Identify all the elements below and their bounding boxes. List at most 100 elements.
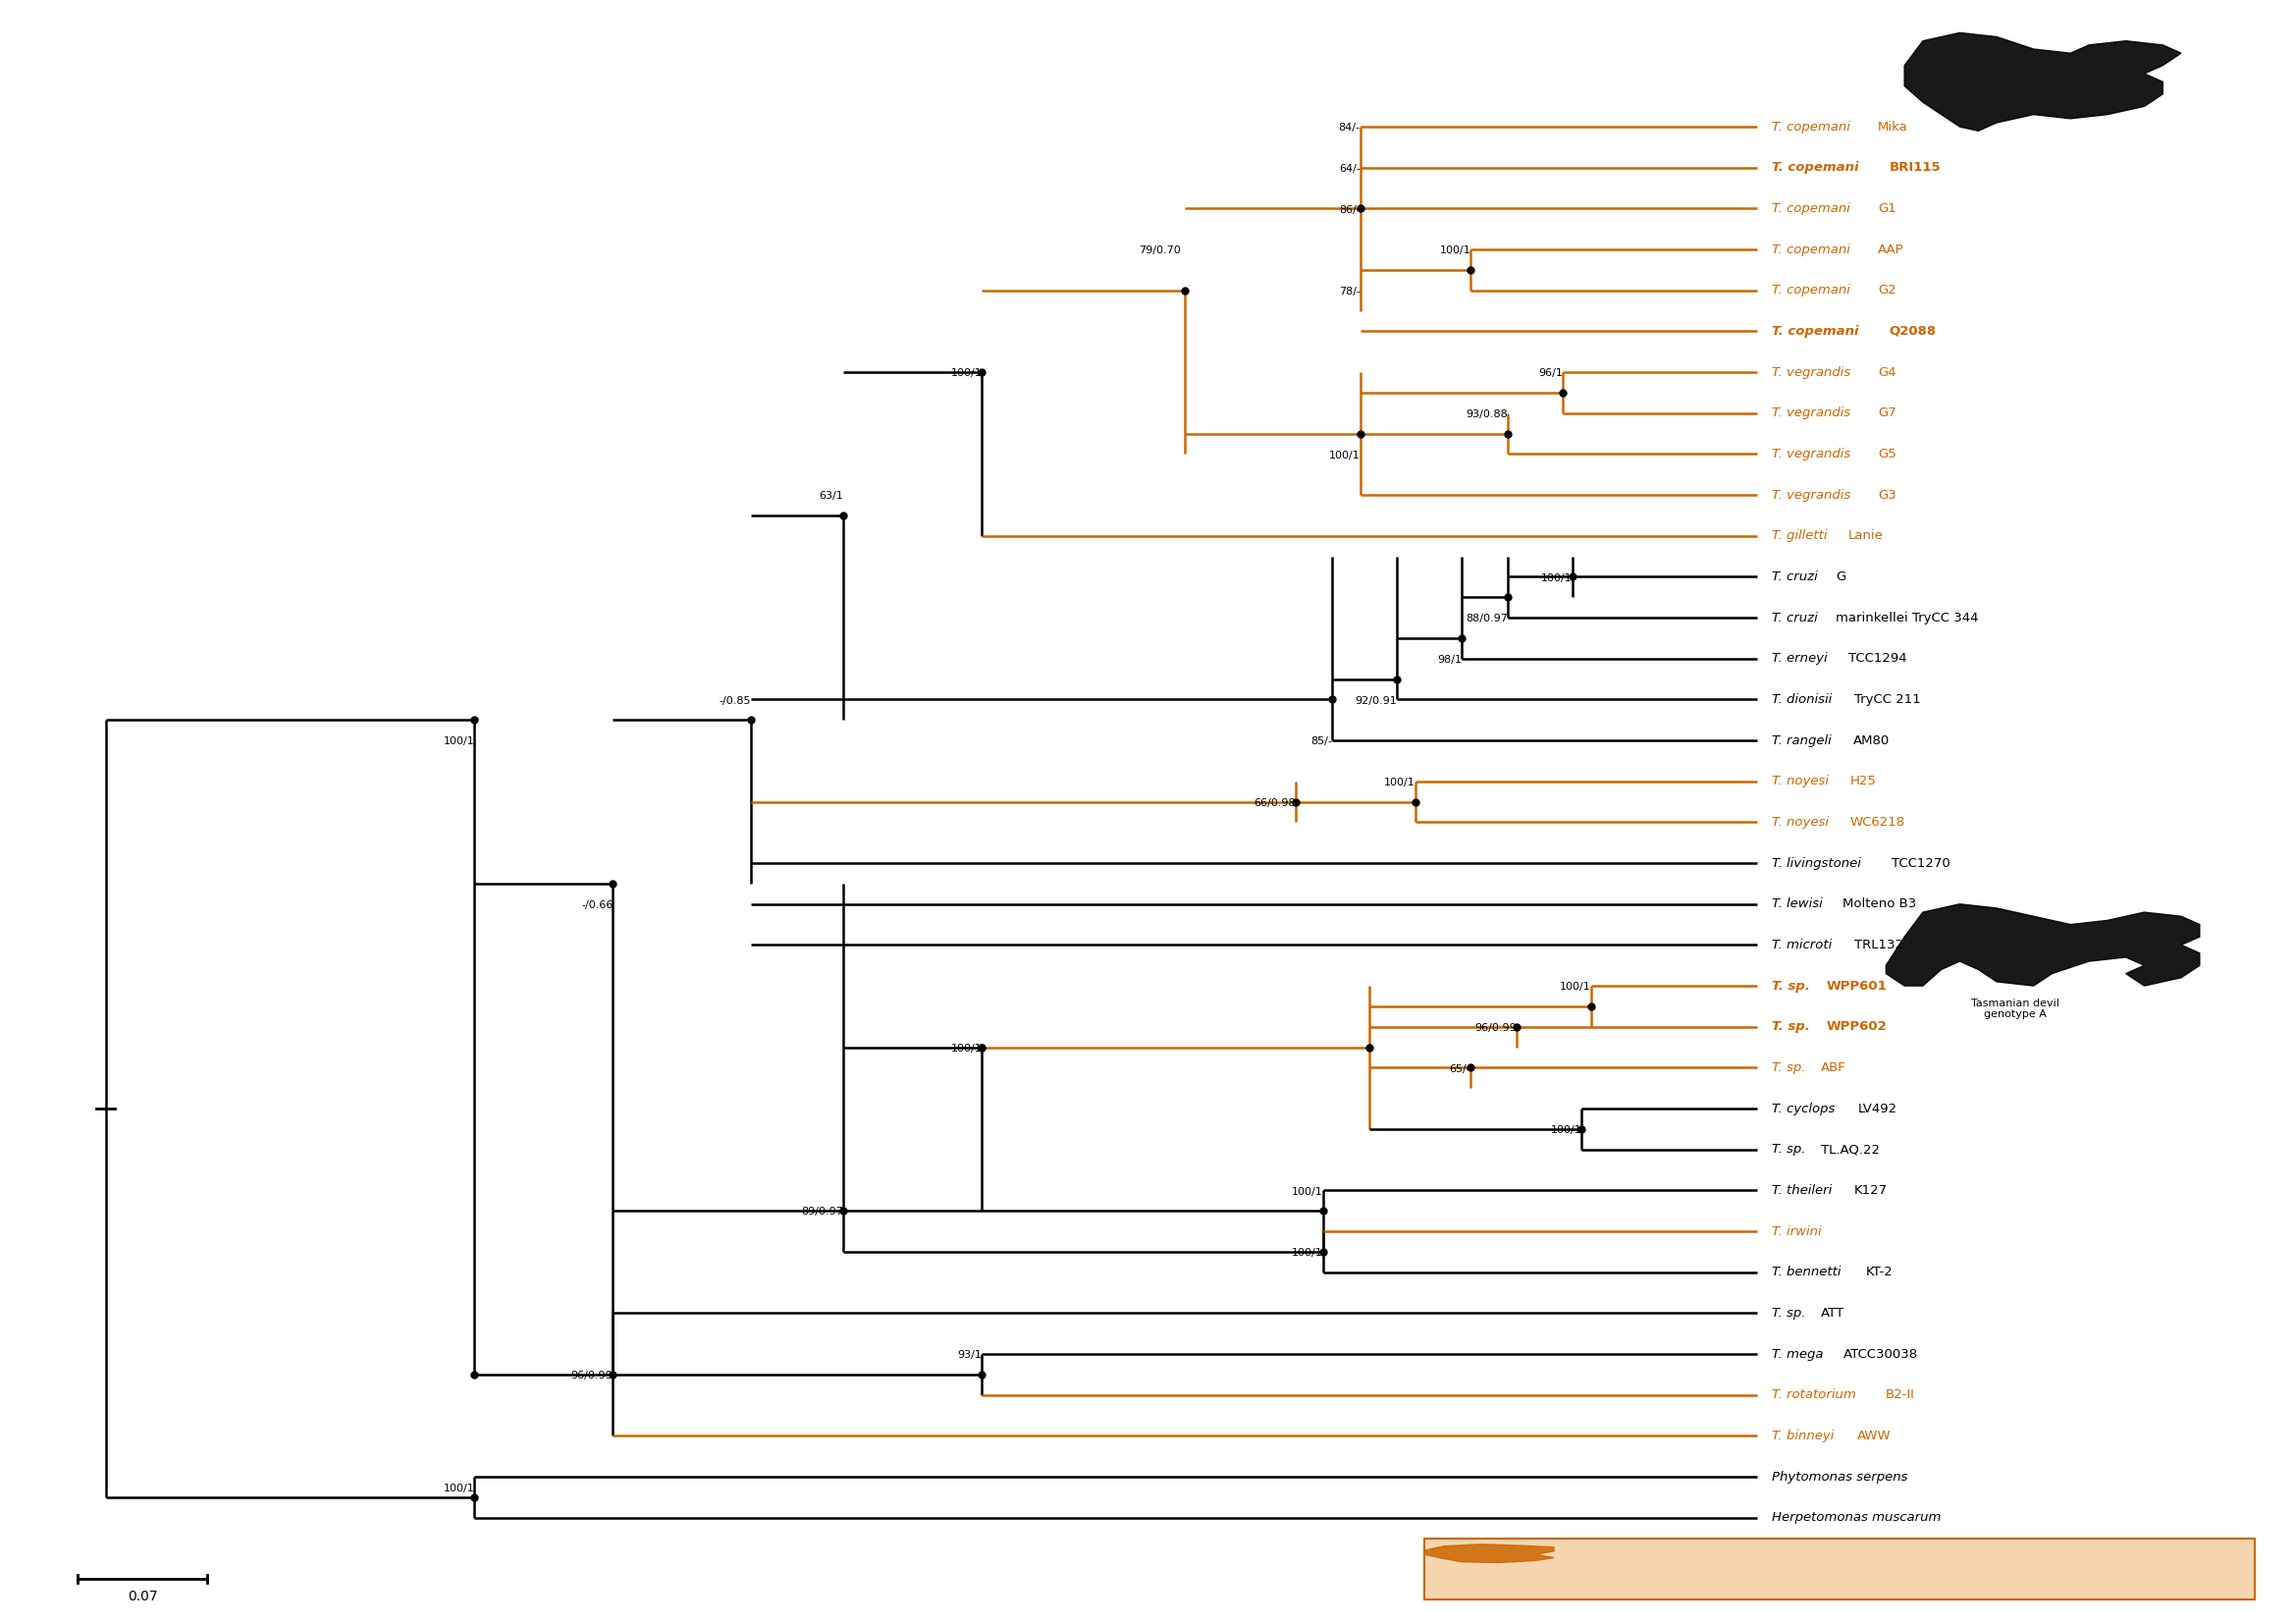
Text: AAP: AAP	[1878, 244, 1903, 257]
Text: T. sp.: T. sp.	[1773, 1062, 1809, 1073]
Text: 100/1: 100/1	[1550, 1125, 1582, 1135]
Text: 96/1: 96/1	[1538, 369, 1564, 378]
Text: T. cyclops: T. cyclops	[1773, 1103, 1839, 1116]
Polygon shape	[1903, 32, 2181, 132]
Text: H25: H25	[1851, 775, 1876, 788]
Text: T. copemani: T. copemani	[1773, 284, 1855, 297]
Text: K127: K127	[1855, 1184, 1887, 1197]
Text: 100/1: 100/1	[951, 369, 983, 378]
Text: G2: G2	[1878, 284, 1896, 297]
Text: 64/-: 64/-	[1339, 164, 1359, 174]
Text: TryCC 211: TryCC 211	[1855, 693, 1922, 706]
Text: 100/1: 100/1	[951, 1044, 983, 1054]
Text: T. lewisi: T. lewisi	[1773, 898, 1828, 911]
Polygon shape	[1885, 905, 2200, 986]
Text: ABF: ABF	[1821, 1062, 1846, 1073]
Text: 88/0.97: 88/0.97	[1465, 614, 1508, 624]
Text: T. theileri: T. theileri	[1773, 1184, 1837, 1197]
Text: Tasmanian devil
genotype A: Tasmanian devil genotype A	[1970, 999, 2060, 1020]
Text: 84/-: 84/-	[1339, 123, 1359, 133]
Text: BRI115: BRI115	[1890, 161, 1940, 174]
Text: 100/1: 100/1	[1541, 573, 1573, 583]
Text: TL.AQ.22: TL.AQ.22	[1821, 1143, 1880, 1156]
Text: T. sp.: T. sp.	[1773, 1143, 1809, 1156]
Text: marinkellei TryCC 344: marinkellei TryCC 344	[1837, 611, 1979, 624]
Text: -/0.66: -/0.66	[581, 900, 613, 909]
Text: T. noyesi: T. noyesi	[1773, 775, 1832, 788]
Text: ATT: ATT	[1821, 1307, 1844, 1319]
Text: T. copemani: T. copemani	[1773, 325, 1862, 338]
Text: 100/1: 100/1	[1293, 1249, 1322, 1259]
Text: G5: G5	[1878, 448, 1896, 461]
Text: 0.07: 0.07	[129, 1590, 158, 1603]
Text: WPP602: WPP602	[1825, 1020, 1887, 1033]
Text: Lanie: Lanie	[1848, 529, 1883, 542]
Text: WPP601: WPP601	[1825, 979, 1887, 992]
Text: 89/0.97: 89/0.97	[801, 1207, 843, 1216]
Text: T. vegrandis: T. vegrandis	[1773, 406, 1855, 419]
Text: 92/0.91: 92/0.91	[1355, 695, 1396, 706]
Text: T. microti: T. microti	[1773, 939, 1837, 952]
Text: 100/1: 100/1	[1440, 245, 1472, 255]
Text: 79/0.70: 79/0.70	[1139, 245, 1180, 255]
Text: T. rotatorium: T. rotatorium	[1773, 1389, 1860, 1402]
Text: T. mega: T. mega	[1773, 1348, 1828, 1361]
Text: T. cruzi: T. cruzi	[1773, 570, 1821, 583]
Text: T. sp.: T. sp.	[1773, 979, 1814, 992]
Text: 100/1: 100/1	[443, 737, 475, 747]
Text: WC6218: WC6218	[1851, 815, 1906, 828]
Text: G7: G7	[1878, 406, 1896, 419]
Text: G3: G3	[1878, 489, 1896, 502]
Text: T. rangeli: T. rangeli	[1773, 734, 1835, 747]
Text: T. irwini: T. irwini	[1773, 1224, 1821, 1237]
Text: 98/1: 98/1	[1437, 654, 1463, 664]
Text: T. vegrandis: T. vegrandis	[1773, 365, 1855, 378]
Text: T. dionisii: T. dionisii	[1773, 693, 1837, 706]
Text: 96/0.99: 96/0.99	[572, 1371, 613, 1380]
Text: Molteno B3: Molteno B3	[1841, 898, 1917, 911]
Text: AWW: AWW	[1857, 1429, 1892, 1442]
Text: 66/0.98: 66/0.98	[1254, 797, 1295, 807]
Text: Trypanosoma species identified
from native Australian
marsupials and monotremes: Trypanosoma species identified from nati…	[1646, 1543, 1839, 1585]
Text: LV492: LV492	[1857, 1103, 1896, 1116]
Text: T. copemani: T. copemani	[1773, 203, 1855, 214]
Text: T. bennetti: T. bennetti	[1773, 1265, 1846, 1278]
Text: -/0.85: -/0.85	[719, 695, 751, 706]
Text: KT-2: KT-2	[1867, 1265, 1894, 1278]
Text: 96/0.99: 96/0.99	[1474, 1023, 1518, 1033]
Text: 86/-: 86/-	[1339, 205, 1359, 214]
Text: TCC1294: TCC1294	[1848, 653, 1908, 664]
Text: 100/1: 100/1	[1329, 450, 1359, 460]
Text: TRL132: TRL132	[1855, 939, 1903, 952]
Text: 100/1: 100/1	[443, 1483, 475, 1492]
Text: T. copemani: T. copemani	[1773, 161, 1862, 174]
Text: G1: G1	[1878, 203, 1896, 214]
Text: Phytomonas serpens: Phytomonas serpens	[1773, 1470, 1908, 1483]
Text: T. vegrandis: T. vegrandis	[1773, 448, 1855, 461]
Text: 100/1: 100/1	[1384, 778, 1417, 788]
Text: 85/-: 85/-	[1311, 737, 1332, 747]
Text: 93/1: 93/1	[957, 1350, 983, 1361]
Text: T. livingstonei: T. livingstonei	[1773, 857, 1864, 869]
Text: AM80: AM80	[1853, 734, 1890, 747]
Text: T. gilletti: T. gilletti	[1773, 529, 1832, 542]
Text: T. cruzi: T. cruzi	[1773, 611, 1821, 624]
Text: T. erneyi: T. erneyi	[1773, 653, 1832, 664]
Text: TCC1270: TCC1270	[1892, 857, 1949, 869]
Text: 93/0.88: 93/0.88	[1465, 409, 1508, 419]
Polygon shape	[1426, 1544, 1554, 1562]
Text: 78/-: 78/-	[1339, 287, 1359, 297]
Text: G: G	[1837, 570, 1846, 583]
Text: T. noyesi: T. noyesi	[1773, 815, 1832, 828]
Text: T. sp.: T. sp.	[1773, 1307, 1809, 1319]
Text: T. binneyi: T. binneyi	[1773, 1429, 1839, 1442]
Text: T. copemani: T. copemani	[1773, 120, 1855, 133]
Text: Herpetomonas muscarum: Herpetomonas muscarum	[1773, 1512, 1940, 1523]
Text: Mika: Mika	[1878, 120, 1908, 133]
Text: T. copemani: T. copemani	[1773, 244, 1855, 257]
Text: 100/1: 100/1	[1559, 983, 1591, 992]
Text: G4: G4	[1878, 365, 1896, 378]
Text: B2-II: B2-II	[1885, 1389, 1915, 1402]
Text: 65/-: 65/-	[1449, 1064, 1472, 1073]
Text: ATCC30038: ATCC30038	[1844, 1348, 1917, 1361]
